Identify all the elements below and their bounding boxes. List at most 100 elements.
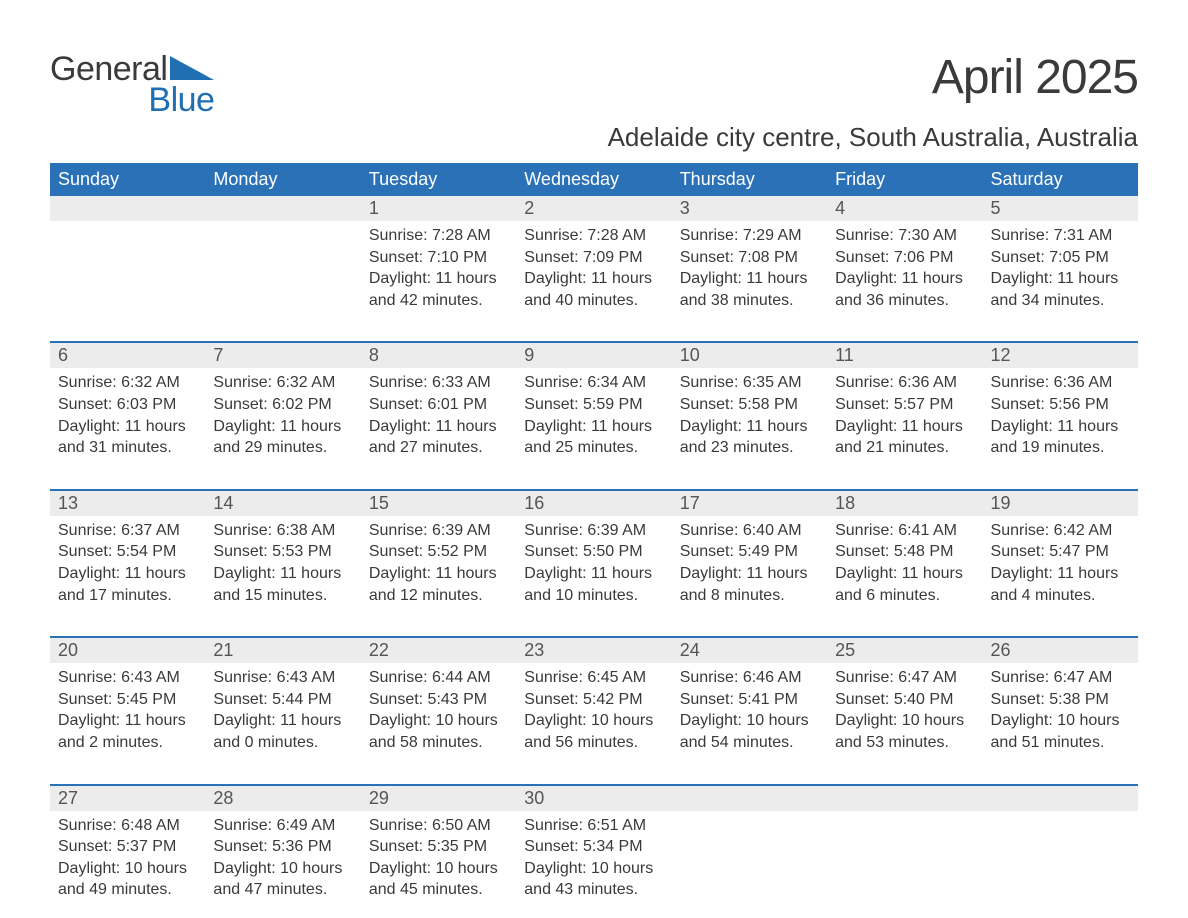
day-content-cell: Sunrise: 6:41 AMSunset: 5:48 PMDaylight:… <box>827 516 982 637</box>
day-content-cell: Sunrise: 6:35 AMSunset: 5:58 PMDaylight:… <box>672 368 827 489</box>
sunset-text: Sunset: 6:03 PM <box>58 394 197 416</box>
day-content-cell <box>205 221 360 342</box>
sunrise-text: Sunrise: 6:51 AM <box>524 815 663 837</box>
day-content-cell: Sunrise: 6:46 AMSunset: 5:41 PMDaylight:… <box>672 663 827 784</box>
day-content-cell <box>50 221 205 342</box>
day-content-cell: Sunrise: 7:28 AMSunset: 7:09 PMDaylight:… <box>516 221 671 342</box>
sunrise-text: Sunrise: 6:46 AM <box>680 667 819 689</box>
day-content-cell: Sunrise: 6:44 AMSunset: 5:43 PMDaylight:… <box>361 663 516 784</box>
sunset-text: Sunset: 5:54 PM <box>58 541 197 563</box>
day-number-cell: 19 <box>983 490 1138 516</box>
sunrise-text: Sunrise: 6:45 AM <box>524 667 663 689</box>
sunset-text: Sunset: 7:05 PM <box>991 247 1130 269</box>
day-number-cell: 21 <box>205 637 360 663</box>
daylight-text: Daylight: 11 hours and 12 minutes. <box>369 563 508 606</box>
day-number-cell: 1 <box>361 196 516 221</box>
sunrise-text: Sunrise: 6:32 AM <box>58 372 197 394</box>
day-number-cell: 2 <box>516 196 671 221</box>
day-number-cell: 28 <box>205 785 360 811</box>
day-number-cell: 14 <box>205 490 360 516</box>
sunrise-text: Sunrise: 6:37 AM <box>58 520 197 542</box>
day-number-cell: 26 <box>983 637 1138 663</box>
sunset-text: Sunset: 5:50 PM <box>524 541 663 563</box>
sunrise-text: Sunrise: 6:38 AM <box>213 520 352 542</box>
sunset-text: Sunset: 5:41 PM <box>680 689 819 711</box>
day-content-cell: Sunrise: 7:29 AMSunset: 7:08 PMDaylight:… <box>672 221 827 342</box>
daylight-text: Daylight: 10 hours and 49 minutes. <box>58 858 197 901</box>
day-number-cell: 29 <box>361 785 516 811</box>
sunset-text: Sunset: 6:01 PM <box>369 394 508 416</box>
logo: General Blue <box>50 50 214 120</box>
sunrise-text: Sunrise: 6:33 AM <box>369 372 508 394</box>
day-number-cell: 6 <box>50 342 205 368</box>
week-content-row: Sunrise: 6:48 AMSunset: 5:37 PMDaylight:… <box>50 811 1138 911</box>
sunrise-text: Sunrise: 6:39 AM <box>524 520 663 542</box>
week-content-row: Sunrise: 6:37 AMSunset: 5:54 PM Daylight:… <box>50 516 1138 637</box>
day-header: Tuesday <box>361 163 516 196</box>
day-content-cell: Sunrise: 6:36 AMSunset: 5:56 PMDaylight:… <box>983 368 1138 489</box>
sunrise-text: Sunrise: 6:32 AM <box>213 372 352 394</box>
day-content-cell: Sunrise: 6:47 AMSunset: 5:40 PMDaylight:… <box>827 663 982 784</box>
daylight-text: Daylight: 11 hours and 19 minutes. <box>991 416 1130 459</box>
sunset-text: Sunset: 5:35 PM <box>369 836 508 858</box>
daylight-text: Daylight: 11 hours and 40 minutes. <box>524 268 663 311</box>
day-content-cell: Sunrise: 6:34 AMSunset: 5:59 PMDaylight:… <box>516 368 671 489</box>
daylight-text: Daylight: 11 hours and 36 minutes. <box>835 268 974 311</box>
sunrise-text: Sunrise: 6:49 AM <box>213 815 352 837</box>
day-number-cell: 10 <box>672 342 827 368</box>
day-number-cell: 16 <box>516 490 671 516</box>
sunset-text: Sunset: 5:58 PM <box>680 394 819 416</box>
day-content-cell <box>827 811 982 911</box>
day-content-cell: Sunrise: 6:38 AMSunset: 5:53 PMDaylight:… <box>205 516 360 637</box>
day-number-cell: 18 <box>827 490 982 516</box>
day-number-cell: 20 <box>50 637 205 663</box>
sunset-text: Sunset: 6:02 PM <box>213 394 352 416</box>
daylight-text: Daylight: 11 hours and 4 minutes. <box>991 563 1130 606</box>
sunset-text: Sunset: 5:34 PM <box>524 836 663 858</box>
sunset-text: Sunset: 5:53 PM <box>213 541 352 563</box>
daylight-text: Daylight: 11 hours and 31 minutes. <box>58 416 197 459</box>
day-content-cell: Sunrise: 6:47 AMSunset: 5:38 PMDaylight:… <box>983 663 1138 784</box>
daylight-text: Daylight: 11 hours and 23 minutes. <box>680 416 819 459</box>
week-daynum-row: 13141516171819 <box>50 490 1138 516</box>
day-content-cell: Sunrise: 6:45 AMSunset: 5:42 PMDaylight:… <box>516 663 671 784</box>
day-number-cell: 12 <box>983 342 1138 368</box>
sunset-text: Sunset: 5:48 PM <box>835 541 974 563</box>
day-content-cell: Sunrise: 6:39 AMSunset: 5:50 PMDaylight:… <box>516 516 671 637</box>
daylight-text: Daylight: 10 hours and 58 minutes. <box>369 710 508 753</box>
sunrise-text: Sunrise: 7:28 AM <box>369 225 508 247</box>
day-number-cell: 30 <box>516 785 671 811</box>
daylight-text: Daylight: 10 hours and 54 minutes. <box>680 710 819 753</box>
week-daynum-row: 12345 <box>50 196 1138 221</box>
sunrise-text: Sunrise: 6:43 AM <box>58 667 197 689</box>
day-content-cell: Sunrise: 6:42 AMSunset: 5:47 PMDaylight:… <box>983 516 1138 637</box>
daylight-text: Daylight: 10 hours and 56 minutes. <box>524 710 663 753</box>
location-subtitle: Adelaide city centre, South Australia, A… <box>50 122 1138 153</box>
sunset-text: Sunset: 7:08 PM <box>680 247 819 269</box>
sunrise-text: Sunrise: 6:41 AM <box>835 520 974 542</box>
day-number-cell: 22 <box>361 637 516 663</box>
day-content-cell: Sunrise: 6:51 AMSunset: 5:34 PMDaylight:… <box>516 811 671 911</box>
day-header: Friday <box>827 163 982 196</box>
daylight-text: Daylight: 11 hours and 21 minutes. <box>835 416 974 459</box>
week-daynum-row: 27282930 <box>50 785 1138 811</box>
daylight-text: Daylight: 11 hours and 10 minutes. <box>524 563 663 606</box>
daylight-text: Daylight: 11 hours and 25 minutes. <box>524 416 663 459</box>
day-number-cell: 17 <box>672 490 827 516</box>
day-content-cell <box>983 811 1138 911</box>
page-title: April 2025 <box>932 50 1138 105</box>
day-number-cell <box>983 785 1138 811</box>
sunset-text: Sunset: 5:47 PM <box>991 541 1130 563</box>
daylight-text: Daylight: 10 hours and 47 minutes. <box>213 858 352 901</box>
sunrise-text: Sunrise: 6:36 AM <box>991 372 1130 394</box>
sunrise-text: Sunrise: 6:50 AM <box>369 815 508 837</box>
day-content-cell: Sunrise: 6:43 AMSunset: 5:44 PMDaylight:… <box>205 663 360 784</box>
day-header: Wednesday <box>516 163 671 196</box>
sunset-text: Sunset: 5:45 PM <box>58 689 197 711</box>
day-content-cell: Sunrise: 6:50 AMSunset: 5:35 PMDaylight:… <box>361 811 516 911</box>
calendar-table: Sunday Monday Tuesday Wednesday Thursday… <box>50 163 1138 911</box>
sunset-text: Sunset: 5:52 PM <box>369 541 508 563</box>
day-number-cell: 15 <box>361 490 516 516</box>
day-content-cell: Sunrise: 6:49 AMSunset: 5:36 PMDaylight:… <box>205 811 360 911</box>
sunset-text: Sunset: 5:42 PM <box>524 689 663 711</box>
